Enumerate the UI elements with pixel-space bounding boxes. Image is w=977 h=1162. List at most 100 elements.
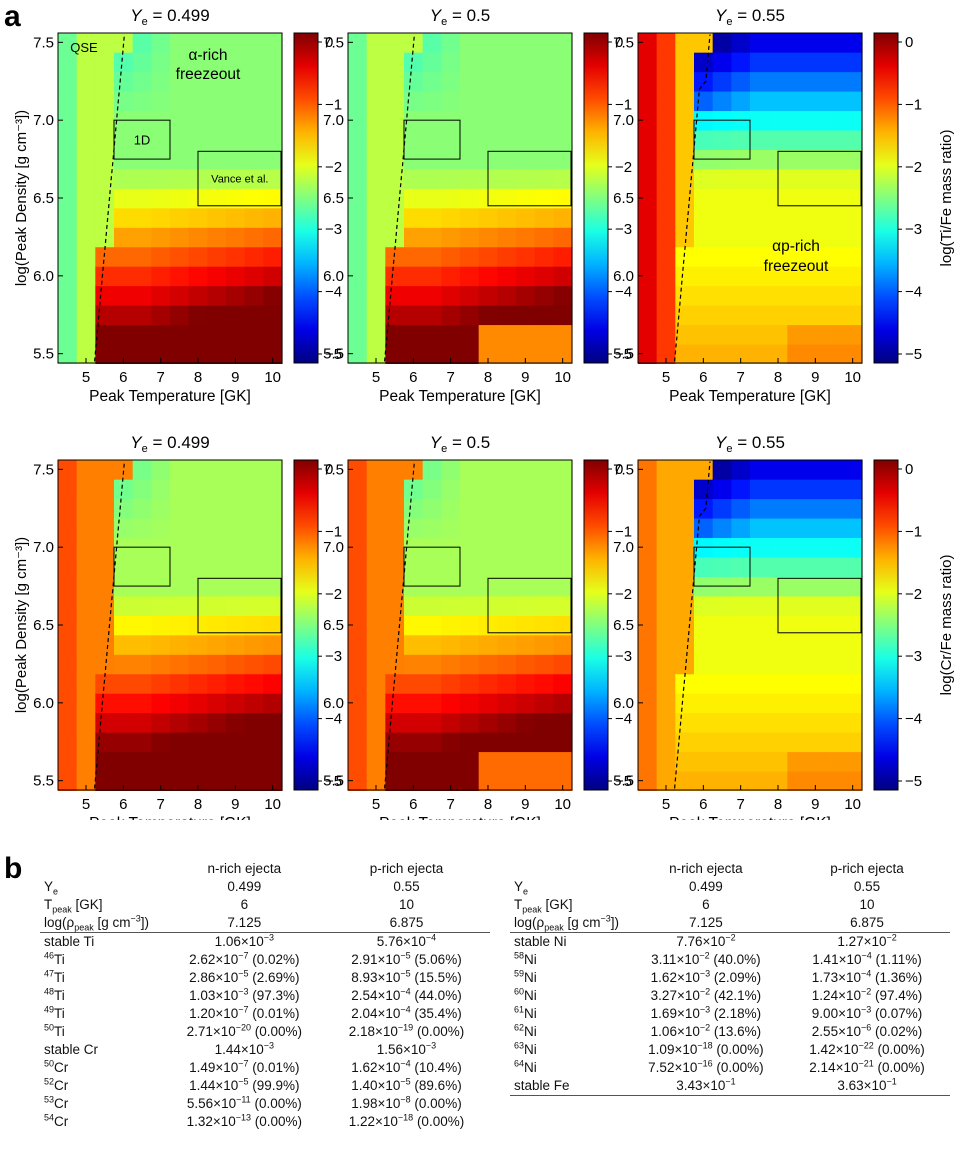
heatmap-cell <box>731 673 751 694</box>
colorbar-tick-label: −1 <box>905 96 922 113</box>
heatmap-cell <box>694 71 714 92</box>
param-p-value: 0.55 <box>853 879 881 894</box>
heatmap-cell <box>95 770 115 791</box>
header-p-rich: p-rich ejecta <box>369 861 444 876</box>
heatmap-cell <box>553 129 573 150</box>
heatmap-cell <box>348 770 368 791</box>
heatmap-cell <box>385 305 405 326</box>
heatmap-cell <box>226 654 246 675</box>
heatmap-cell <box>263 693 283 714</box>
heatmap-cell <box>638 556 658 577</box>
heatmap-cell <box>675 188 695 209</box>
isotope-label: 48Ti <box>44 986 65 1003</box>
heatmap-cell <box>114 712 134 733</box>
heatmap-cell <box>787 537 807 558</box>
heatmap-cell <box>188 324 208 345</box>
heatmap-cell <box>638 266 658 287</box>
heatmap-cell <box>170 32 190 53</box>
heatmap-cell <box>516 576 536 597</box>
heatmap-cell <box>385 110 405 131</box>
heatmap-cell <box>675 712 695 733</box>
heatmap-cell <box>712 615 732 636</box>
heatmap-cell <box>731 751 751 772</box>
heatmap-cell <box>497 227 517 248</box>
heatmap-cell <box>76 576 96 597</box>
heatmap-cell <box>516 673 536 694</box>
heatmap-cell <box>170 266 190 287</box>
heatmap-cell <box>244 71 264 92</box>
heatmap-cell <box>58 673 78 694</box>
heatmap-cell <box>207 32 227 53</box>
heatmap-cell <box>460 479 480 500</box>
heatmap-cell <box>95 595 115 616</box>
heatmap-cell <box>675 732 695 753</box>
heatmap-cell <box>188 459 208 480</box>
heatmap-cell <box>263 673 283 694</box>
heatmap-cell <box>824 517 844 539</box>
heatmap-cell <box>132 615 152 636</box>
heatmap-cell <box>366 285 386 306</box>
heatmap-cell <box>366 266 386 287</box>
heatmap-cell <box>675 673 695 694</box>
isotope-n-value: 1.44×10−5 (99.9%) <box>189 1076 300 1093</box>
heatmap-cell <box>114 634 134 655</box>
heatmap-cell <box>731 227 751 248</box>
title-value: = 0.55 <box>733 433 785 452</box>
heatmap-cell <box>422 459 442 480</box>
heatmap-cell <box>516 595 536 616</box>
heatmap-cell <box>768 227 788 248</box>
heatmap-cell <box>656 149 676 170</box>
header-blank <box>40 860 166 878</box>
colorbar-tick-label: −3 <box>325 221 342 238</box>
heatmap-cell <box>768 712 788 733</box>
header-n-rich: n-rich ejecta <box>669 861 743 876</box>
heatmap-cell <box>460 615 480 636</box>
heatmap-cell <box>478 324 498 345</box>
heatmap-cell <box>750 71 770 92</box>
y-tick-label: 7.0 <box>613 539 634 556</box>
heatmap-cell <box>263 498 283 519</box>
heatmap-cell <box>675 343 695 364</box>
heatmap-cell <box>806 324 826 345</box>
heatmap-cell <box>497 168 517 189</box>
x-tick-label: 5 <box>372 369 380 386</box>
heatmap-cell <box>151 517 171 539</box>
heatmap-cell <box>263 168 283 189</box>
heatmap-cell <box>441 634 461 655</box>
isotope-label: 58Ni <box>514 950 537 967</box>
heatmap-cell <box>226 168 246 189</box>
heatmap-cell <box>656 479 676 500</box>
heatmap-panel-ti-0499: 5 6 7 8 9 10 5.5 6.0 6.5 7.0 7.5 Peak Temperature [… <box>13 6 342 405</box>
heatmap-cell <box>478 556 498 577</box>
heatmap-cell <box>95 52 115 73</box>
qse-boundary-line <box>94 34 125 362</box>
heatmap-cell <box>806 576 826 597</box>
heatmap-cell <box>114 207 134 228</box>
heatmap-cell <box>553 71 573 92</box>
heatmap-cell <box>638 576 658 597</box>
heatmap-cell <box>460 266 480 287</box>
heatmap-cell <box>95 343 115 364</box>
colorbar-tick-label: −1 <box>325 523 342 540</box>
heatmap-cell <box>516 188 536 209</box>
heatmap-cell <box>712 595 732 616</box>
isotope-p-value: 1.24×10−2 (97.4%) <box>811 986 923 1003</box>
x-axis-label: Peak Temperature [GK] <box>379 815 541 820</box>
heatmap-cell <box>694 673 714 694</box>
heatmap-cell <box>76 693 96 714</box>
heatmap-cell <box>731 285 751 306</box>
heatmap-cell <box>516 149 536 170</box>
heatmap-cell <box>188 537 208 558</box>
heatmap-cell <box>226 305 246 326</box>
heatmap-cell <box>460 498 480 519</box>
heatmap-cell <box>95 90 115 112</box>
x-tick-label: 10 <box>554 369 571 386</box>
heatmap-cell <box>348 459 368 480</box>
heatmap-cell <box>226 90 246 112</box>
heatmap-cell <box>553 324 573 345</box>
heatmap-cell <box>787 129 807 150</box>
heatmap-cell <box>114 188 134 209</box>
heatmap-cell <box>843 634 863 655</box>
heatmap-cell <box>244 751 264 772</box>
heatmap-cell <box>151 285 171 306</box>
